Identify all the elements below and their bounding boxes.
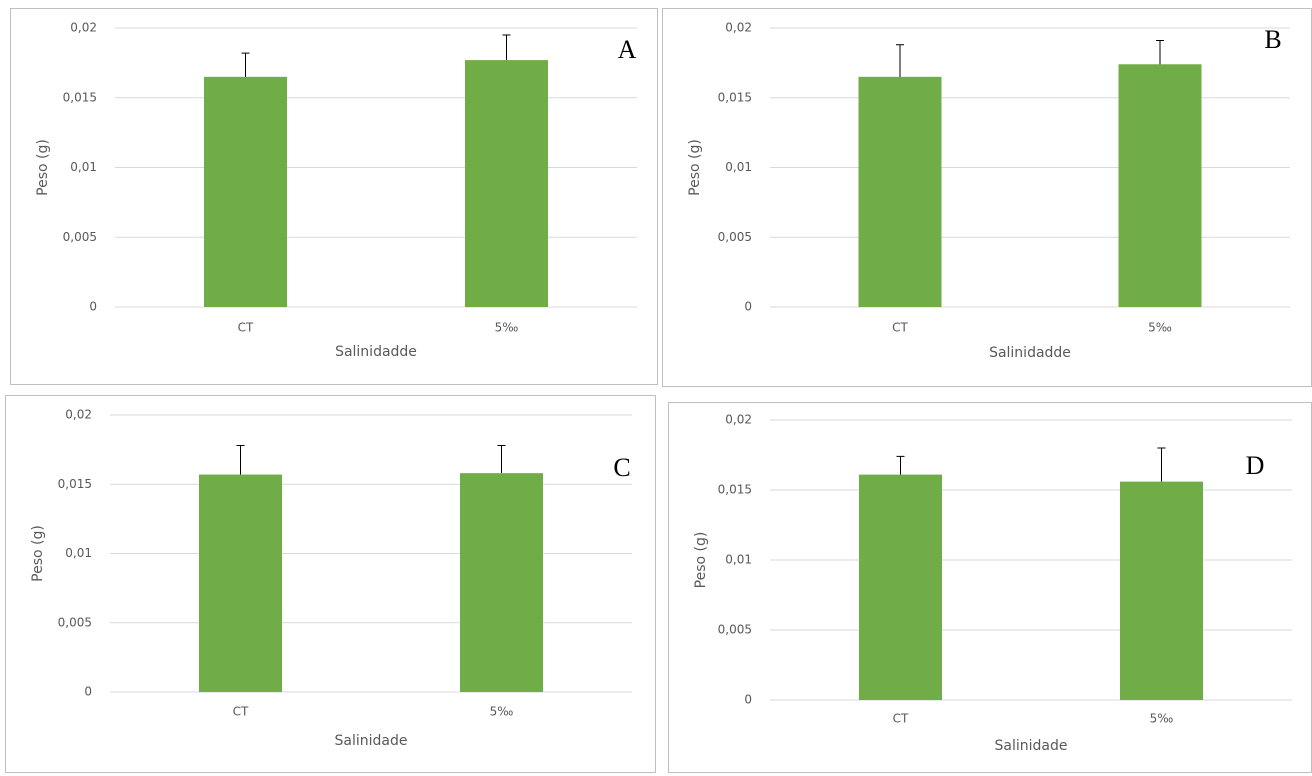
y-tick-label: 0,02 — [725, 21, 752, 35]
y-tick-label: 0,01 — [725, 553, 752, 567]
bar — [858, 76, 942, 307]
panel-label: B — [1264, 25, 1281, 54]
error-bar — [502, 34, 511, 61]
panel-label: A — [618, 35, 637, 64]
panel-label: C — [613, 453, 630, 482]
x-tick-label: CT — [893, 712, 909, 726]
x-tick-label: CT — [892, 321, 908, 335]
bar — [1118, 64, 1202, 308]
bar — [199, 474, 282, 692]
error-bar — [497, 444, 506, 474]
x-axis-title: Salinidade — [335, 733, 408, 749]
y-tick-label: 0,01 — [70, 160, 97, 174]
y-tick-label: 0,015 — [63, 90, 97, 104]
panel-label: D — [1246, 451, 1265, 480]
panel-border — [668, 402, 1312, 773]
error-bar — [1157, 447, 1166, 482]
x-tick-label: 5‰ — [1150, 712, 1174, 726]
y-tick-label: 0,02 — [725, 413, 752, 427]
panel-border — [5, 395, 656, 773]
bar — [859, 474, 942, 700]
y-axis-title: Peso (g) — [687, 139, 703, 196]
panel-border — [662, 8, 1312, 387]
y-axis-title: Peso (g) — [30, 525, 46, 582]
bar — [1120, 481, 1203, 700]
y-tick-label: 0,005 — [718, 230, 752, 244]
x-tick-label: CT — [233, 705, 249, 719]
y-tick-label: 0 — [84, 685, 92, 699]
x-axis-title: Salinidadde — [989, 345, 1071, 361]
error-bar — [896, 455, 905, 475]
y-tick-label: 0,015 — [718, 483, 752, 497]
y-tick-label: 0,02 — [70, 21, 97, 35]
x-tick-label: 5‰ — [490, 705, 514, 719]
x-tick-label: 5‰ — [1148, 321, 1172, 335]
y-tick-label: 0,005 — [63, 230, 97, 244]
y-tick-label: 0,005 — [58, 615, 92, 629]
bar — [465, 60, 548, 308]
x-tick-label: 5‰ — [495, 321, 519, 335]
x-axis-title: Salinidade — [995, 738, 1068, 754]
bar — [204, 76, 287, 307]
x-axis-title: Salinidadde — [335, 344, 417, 360]
y-tick-label: 0,01 — [65, 546, 92, 560]
y-tick-label: 0,015 — [718, 90, 752, 104]
error-bar — [241, 52, 250, 77]
y-tick-label: 0,02 — [65, 408, 92, 422]
panel-border — [10, 8, 658, 385]
y-tick-label: 0 — [89, 300, 97, 314]
x-tick-label: CT — [238, 321, 254, 335]
y-tick-label: 0,015 — [58, 477, 92, 491]
error-bar — [896, 44, 904, 77]
y-tick-label: 0 — [744, 693, 752, 707]
error-bar — [236, 444, 245, 475]
error-bar — [1156, 40, 1164, 65]
bar — [460, 473, 543, 692]
y-tick-label: 0,01 — [725, 160, 752, 174]
y-tick-label: 0,005 — [718, 623, 752, 637]
y-axis-title: Peso (g) — [35, 139, 51, 196]
y-tick-label: 0 — [744, 300, 752, 314]
y-axis-title: Peso (g) — [693, 532, 709, 589]
